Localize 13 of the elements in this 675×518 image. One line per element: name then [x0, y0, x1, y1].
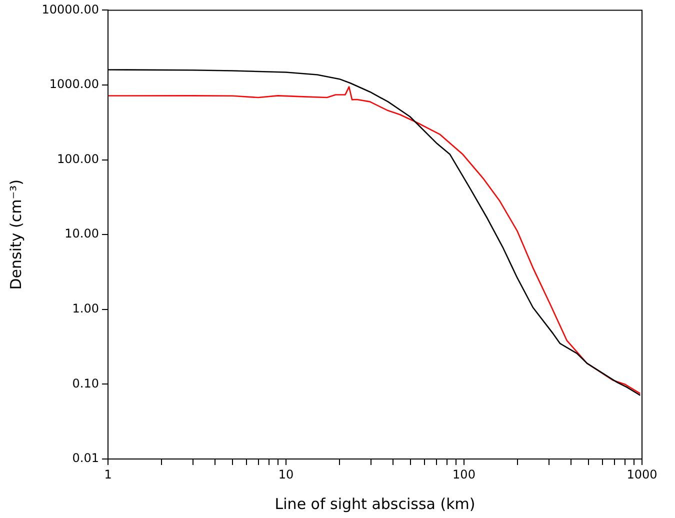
- x-tick-label: 1: [104, 467, 112, 482]
- y-tick-label: 0.01: [72, 451, 99, 466]
- x-tick-label: 100: [452, 467, 476, 482]
- y-axis-title: Density (cm⁻³): [6, 179, 25, 290]
- x-tick-label: 1000: [626, 467, 658, 482]
- y-tick-label: 1.00: [72, 302, 99, 316]
- y-tick-label: 10.00: [64, 226, 99, 241]
- x-axis-title: Line of sight abscissa (km): [274, 494, 476, 513]
- y-tick-label: 100.00: [57, 152, 99, 166]
- y-tick-label: 0.10: [72, 376, 99, 390]
- y-tick-label: 10000.00: [42, 2, 99, 16]
- y-tick-label: 1000.00: [49, 77, 99, 92]
- x-tick-label: 10: [278, 467, 294, 482]
